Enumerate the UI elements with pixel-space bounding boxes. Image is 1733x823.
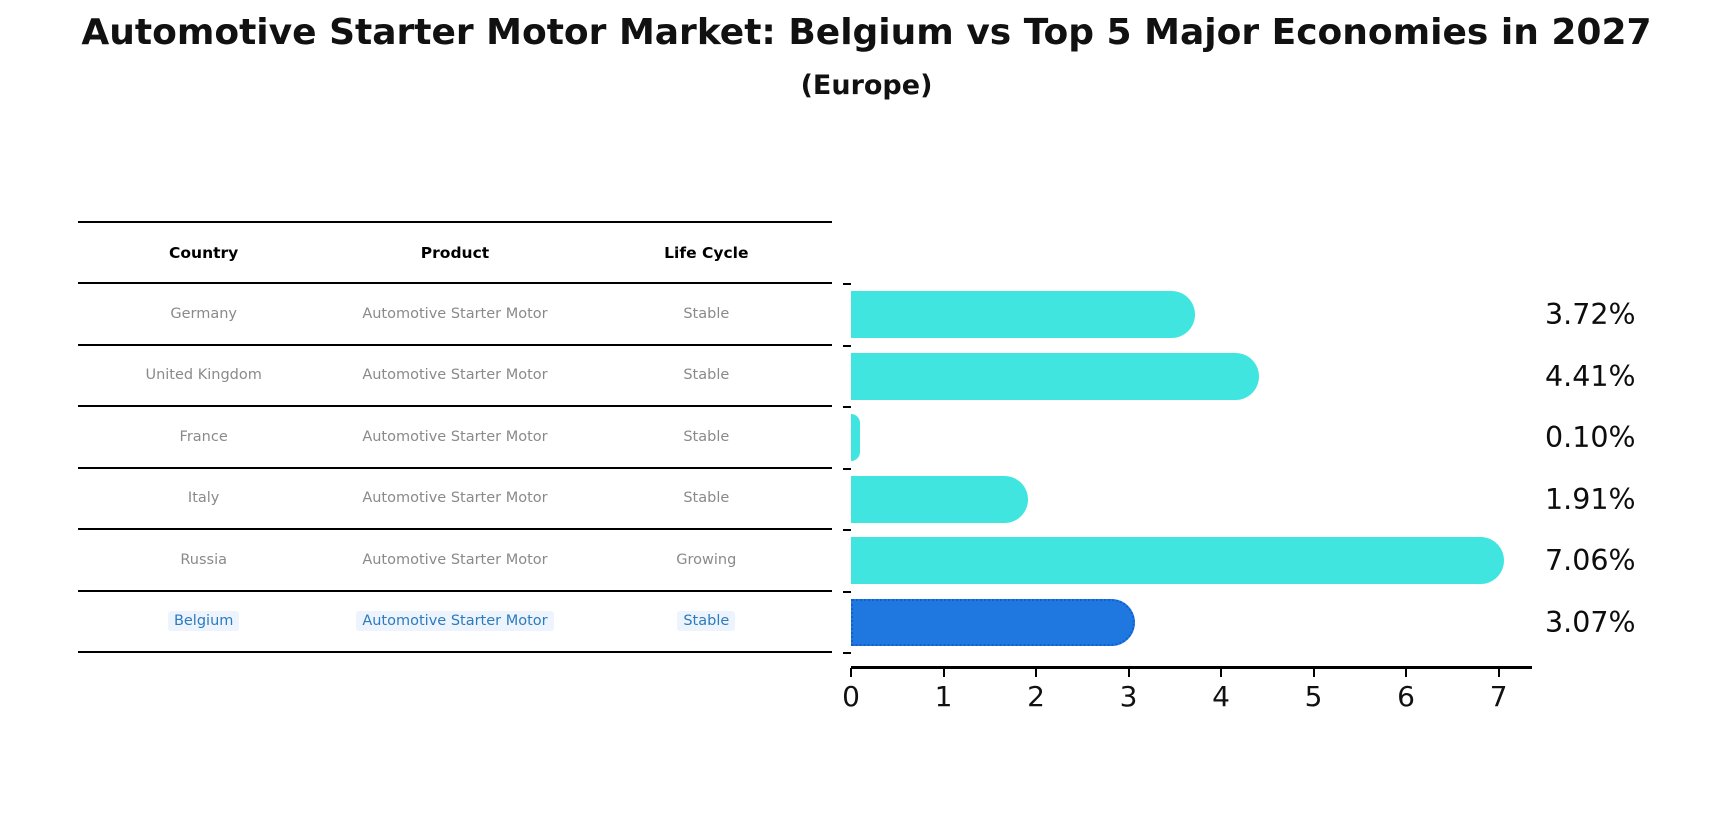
y-axis-tick bbox=[843, 344, 851, 347]
country-cell: Russia bbox=[180, 551, 227, 568]
tick-mark bbox=[1497, 668, 1500, 677]
bar-row-germany bbox=[851, 284, 1531, 346]
product-cell: Automotive Starter Motor bbox=[362, 428, 548, 445]
value-label-united-kingdom: 4.41% bbox=[1545, 359, 1636, 393]
table-row-france: France Automotive Starter Motor Stable bbox=[78, 407, 832, 469]
country-table: Country Product Life Cycle Germany Autom… bbox=[78, 221, 832, 653]
tick-label: 6 bbox=[1397, 680, 1415, 713]
bar-row-russia bbox=[851, 530, 1531, 592]
product-cell: Automotive Starter Motor bbox=[329, 592, 580, 652]
tick-mark bbox=[942, 668, 945, 677]
table-row-united-kingdom: United Kingdom Automotive Starter Motor … bbox=[78, 346, 832, 407]
country-cell: United Kingdom bbox=[145, 367, 262, 384]
life-cycle-cell: Stable bbox=[683, 367, 730, 384]
product-cell: Automotive Starter Motor bbox=[362, 490, 548, 507]
product-cell: Automotive Starter Motor bbox=[362, 551, 548, 568]
y-axis-tick bbox=[843, 652, 851, 654]
tick-mark bbox=[1127, 668, 1130, 677]
chart-title: Automotive Starter Motor Market: Belgium… bbox=[81, 12, 1652, 53]
header-country: Country bbox=[169, 243, 239, 262]
x-axis-line bbox=[851, 666, 1532, 669]
y-axis-tick bbox=[843, 283, 851, 285]
life-cycle-cell: Stable bbox=[683, 428, 730, 445]
life-cycle-cell: Growing bbox=[676, 551, 737, 568]
y-axis-tick bbox=[843, 467, 851, 470]
bar-row-united-kingdom bbox=[851, 346, 1531, 408]
tick-mark bbox=[1405, 668, 1408, 677]
value-label-russia: 7.06% bbox=[1545, 544, 1636, 577]
value-label-france: 0.10% bbox=[1545, 421, 1636, 454]
tick-label: 3 bbox=[1119, 680, 1138, 713]
tick-label: 2 bbox=[1027, 680, 1045, 713]
y-axis-tick bbox=[843, 529, 851, 531]
value-label-germany: 3.72% bbox=[1545, 298, 1636, 331]
tick-label: 0 bbox=[842, 680, 860, 713]
value-labels: 3.72% 4.41% 0.10% 1.91% 7.06% 3.07% bbox=[1545, 284, 1685, 653]
table-row-russia: Russia Automotive Starter Motor Growing bbox=[78, 530, 832, 592]
bar-row-france bbox=[851, 407, 1531, 469]
life-cycle-cell: Stable bbox=[683, 305, 730, 322]
table-row-germany: Germany Automotive Starter Motor Stable bbox=[78, 284, 832, 346]
country-cell: France bbox=[179, 428, 228, 445]
country-cell: Germany bbox=[170, 305, 237, 322]
value-label-italy: 1.91% bbox=[1545, 482, 1636, 516]
life-cycle-cell: Stable bbox=[683, 490, 730, 507]
tick-mark bbox=[850, 668, 852, 677]
bar-row-belgium bbox=[851, 592, 1531, 654]
bar-row-italy bbox=[851, 469, 1531, 531]
value-label-belgium: 3.07% bbox=[1545, 605, 1636, 639]
country-cell: Belgium bbox=[78, 592, 329, 652]
product-cell: Automotive Starter Motor bbox=[362, 305, 548, 322]
bar-belgium-highlighted bbox=[851, 598, 1136, 646]
bar-chart-plot-area bbox=[843, 283, 1531, 654]
tick-label: 1 bbox=[934, 680, 953, 713]
tick-label: 7 bbox=[1489, 680, 1508, 713]
y-axis-tick bbox=[843, 406, 851, 408]
bar-italy bbox=[851, 475, 1028, 523]
tick-mark bbox=[1220, 668, 1223, 677]
table-row-italy: Italy Automotive Starter Motor Stable bbox=[78, 469, 832, 530]
table-header-row: Country Product Life Cycle bbox=[78, 221, 832, 284]
table-row-belgium-highlighted: Belgium Automotive Starter Motor Stable bbox=[78, 592, 832, 653]
y-axis-tick bbox=[843, 590, 851, 593]
header-product: Product bbox=[420, 243, 490, 262]
bar-france bbox=[851, 414, 861, 462]
tick-mark bbox=[1035, 668, 1038, 677]
bar-germany bbox=[851, 291, 1196, 339]
product-cell: Automotive Starter Motor bbox=[362, 367, 548, 384]
bar-united-kingdom bbox=[851, 352, 1259, 400]
tick-label: 5 bbox=[1304, 680, 1323, 713]
bar-russia bbox=[851, 537, 1505, 585]
x-axis-ticks: 0 1 2 3 4 5 6 7 bbox=[842, 668, 1531, 728]
chart-subtitle: (Europe) bbox=[800, 70, 933, 101]
tick-mark bbox=[1312, 668, 1315, 677]
life-cycle-cell: Stable bbox=[581, 592, 832, 652]
header-life-cycle: Life Cycle bbox=[664, 243, 749, 262]
tick-label: 4 bbox=[1212, 680, 1230, 713]
country-cell: Italy bbox=[187, 490, 220, 507]
